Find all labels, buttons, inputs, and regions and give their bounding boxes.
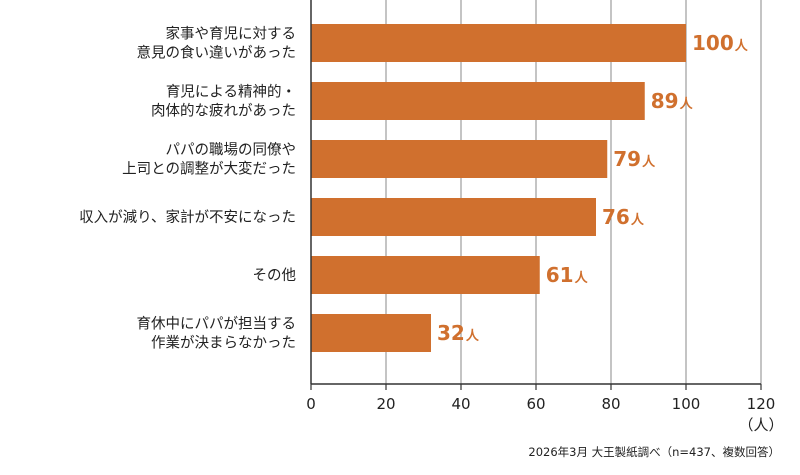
data-label: 61人 [546,263,589,287]
x-tick-label: 120 [747,395,776,413]
category-label: パパの職場の同僚や上司との調整が大変だった [122,142,296,178]
x-tick-label: 80 [601,395,620,413]
source-note: 2026年3月 大王製紙調べ（n=437、複数回答） [528,445,780,459]
bar [311,140,608,178]
data-label: 79人 [613,147,656,171]
category-label: 家事や育児に対する意見の食い違いがあった [137,26,297,62]
bars [311,24,686,352]
category-label: 収入が減り、家計が不安になった [79,209,296,226]
x-tick-label: 60 [526,395,545,413]
data-label: 89人 [651,89,694,113]
bar [311,314,431,352]
x-tick-label: 20 [376,395,395,413]
x-tick-label: 100 [672,395,701,413]
x-tick-label: 40 [451,395,470,413]
bar [311,198,596,236]
bar [311,82,645,120]
category-label: その他 [253,267,297,284]
axes: 0 20 40 60 80 100 120 （人） [306,0,784,434]
x-tick-label: 0 [306,395,316,413]
category-label: 育児による精神的・肉体的な疲れがあった [151,84,296,120]
data-label: 76人 [602,205,645,229]
labels: 100人 家事や育児に対する意見の食い違いがあった 89人 育児による精神的・肉体的な… [79,26,780,460]
category-label: 育休中にパパが担当する作業が決まらなかった [137,316,297,352]
x-axis-unit-label: （人） [738,416,783,434]
data-label: 32人 [437,321,480,345]
bar [311,24,686,62]
data-label: 100人 [692,31,749,55]
bar [311,256,540,294]
